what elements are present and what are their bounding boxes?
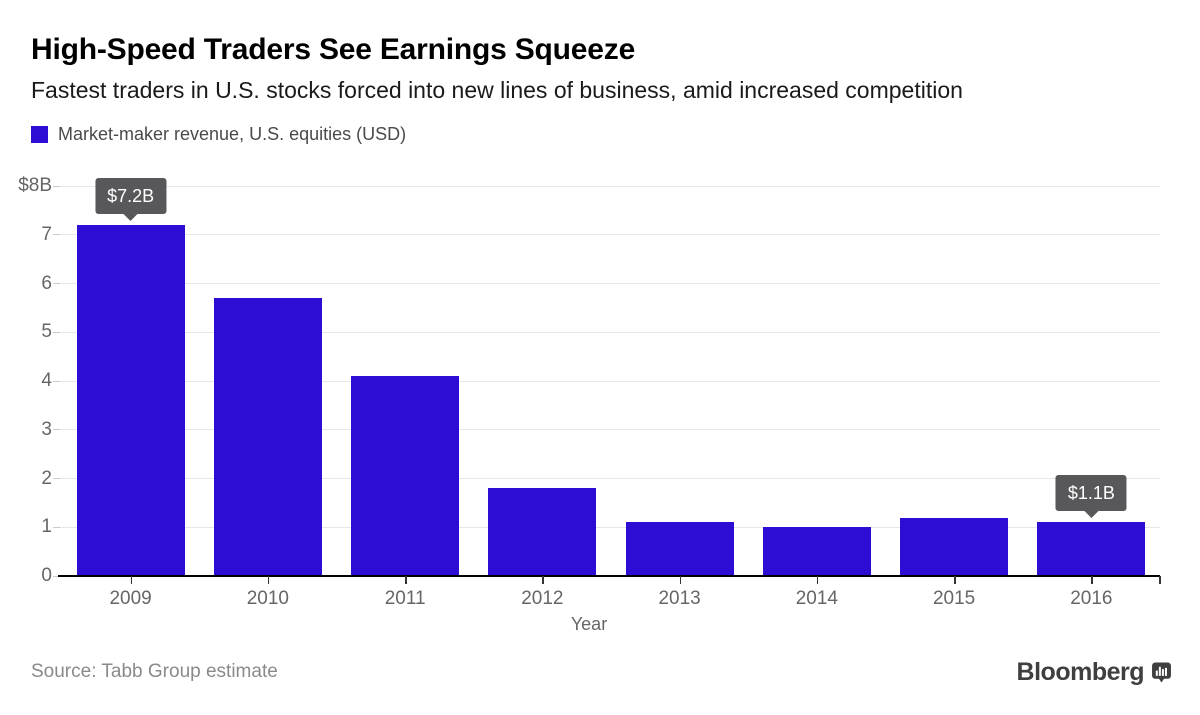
legend: Market-maker revenue, U.S. equities (USD… bbox=[31, 124, 406, 145]
bar-2015 bbox=[900, 517, 1009, 576]
x-axis-title: Year bbox=[570, 614, 608, 634]
bloomberg-logo: Bloomberg bbox=[1017, 658, 1172, 687]
value-callout: $7.2B bbox=[95, 178, 167, 214]
y-tick-label: 6 bbox=[41, 272, 52, 294]
y-axis-tick bbox=[53, 575, 61, 577]
y-tick-label: 7 bbox=[41, 223, 52, 245]
x-tick-label: 2010 bbox=[246, 588, 290, 609]
x-axis-tick bbox=[679, 576, 682, 584]
x-tick-label: 2011 bbox=[384, 588, 426, 609]
source-note: Source: Tabb Group estimate bbox=[31, 661, 278, 682]
bar-2016 bbox=[1037, 522, 1146, 576]
y-tick-label: 0 bbox=[41, 565, 52, 586]
y-axis-tick bbox=[53, 380, 61, 382]
bar-2010 bbox=[213, 298, 322, 576]
x-axis-tick bbox=[1091, 576, 1093, 584]
bar-2011 bbox=[351, 376, 460, 576]
gridline bbox=[62, 185, 1160, 187]
y-tick-label: 5 bbox=[41, 321, 52, 343]
x-axis-tick bbox=[542, 576, 544, 584]
y-tick-label: 1 bbox=[41, 516, 52, 538]
gridline bbox=[62, 380, 1160, 382]
x-tick-label: 2015 bbox=[932, 588, 976, 609]
gridline bbox=[62, 478, 1160, 479]
x-tick-label: 2014 bbox=[795, 588, 839, 609]
bar-2009 bbox=[76, 225, 185, 576]
y-axis-tick bbox=[53, 185, 61, 187]
bar-2013 bbox=[625, 522, 734, 576]
value-callout: $1.1B bbox=[1055, 475, 1127, 512]
y-tick-label: $8B bbox=[18, 175, 52, 196]
y-tick-label: 2 bbox=[41, 467, 52, 489]
gridline bbox=[62, 429, 1160, 431]
x-axis-end-tick bbox=[1159, 576, 1161, 584]
x-axis-tick bbox=[130, 576, 133, 584]
chart-subtitle: Fastest traders in U.S. stocks forced in… bbox=[31, 77, 963, 103]
y-axis-tick bbox=[53, 478, 61, 479]
bloomberg-chart-bubble-icon bbox=[1152, 662, 1171, 683]
x-axis-tick bbox=[405, 576, 407, 584]
x-axis-tick bbox=[267, 576, 270, 584]
gridline bbox=[62, 526, 1160, 528]
legend-swatch-icon bbox=[31, 126, 48, 143]
y-tick-label: 4 bbox=[41, 370, 52, 391]
y-tick-label: 3 bbox=[41, 418, 52, 440]
bar-2014 bbox=[762, 527, 871, 576]
y-axis-tick bbox=[53, 526, 61, 528]
gridline bbox=[62, 283, 1160, 284]
x-tick-label: 2016 bbox=[1070, 588, 1113, 609]
gridline bbox=[62, 331, 1160, 333]
x-tick-label: 2013 bbox=[658, 588, 701, 609]
y-axis-tick bbox=[53, 429, 61, 431]
gridline bbox=[62, 234, 1160, 236]
x-tick-label: 2009 bbox=[109, 588, 152, 609]
x-axis-line bbox=[58, 575, 1160, 577]
bar-2012 bbox=[488, 488, 597, 576]
x-axis-tick bbox=[954, 576, 956, 584]
y-axis-tick bbox=[53, 234, 61, 236]
x-axis-tick bbox=[816, 576, 819, 584]
page-title: High-Speed Traders See Earnings Squeeze bbox=[31, 33, 636, 66]
legend-label: Market-maker revenue, U.S. equities (USD… bbox=[58, 124, 407, 144]
y-axis-tick bbox=[53, 331, 61, 333]
y-axis-tick bbox=[53, 283, 61, 284]
x-tick-label: 2012 bbox=[521, 588, 564, 609]
bloomberg-wordmark: Bloomberg bbox=[1016, 658, 1145, 686]
